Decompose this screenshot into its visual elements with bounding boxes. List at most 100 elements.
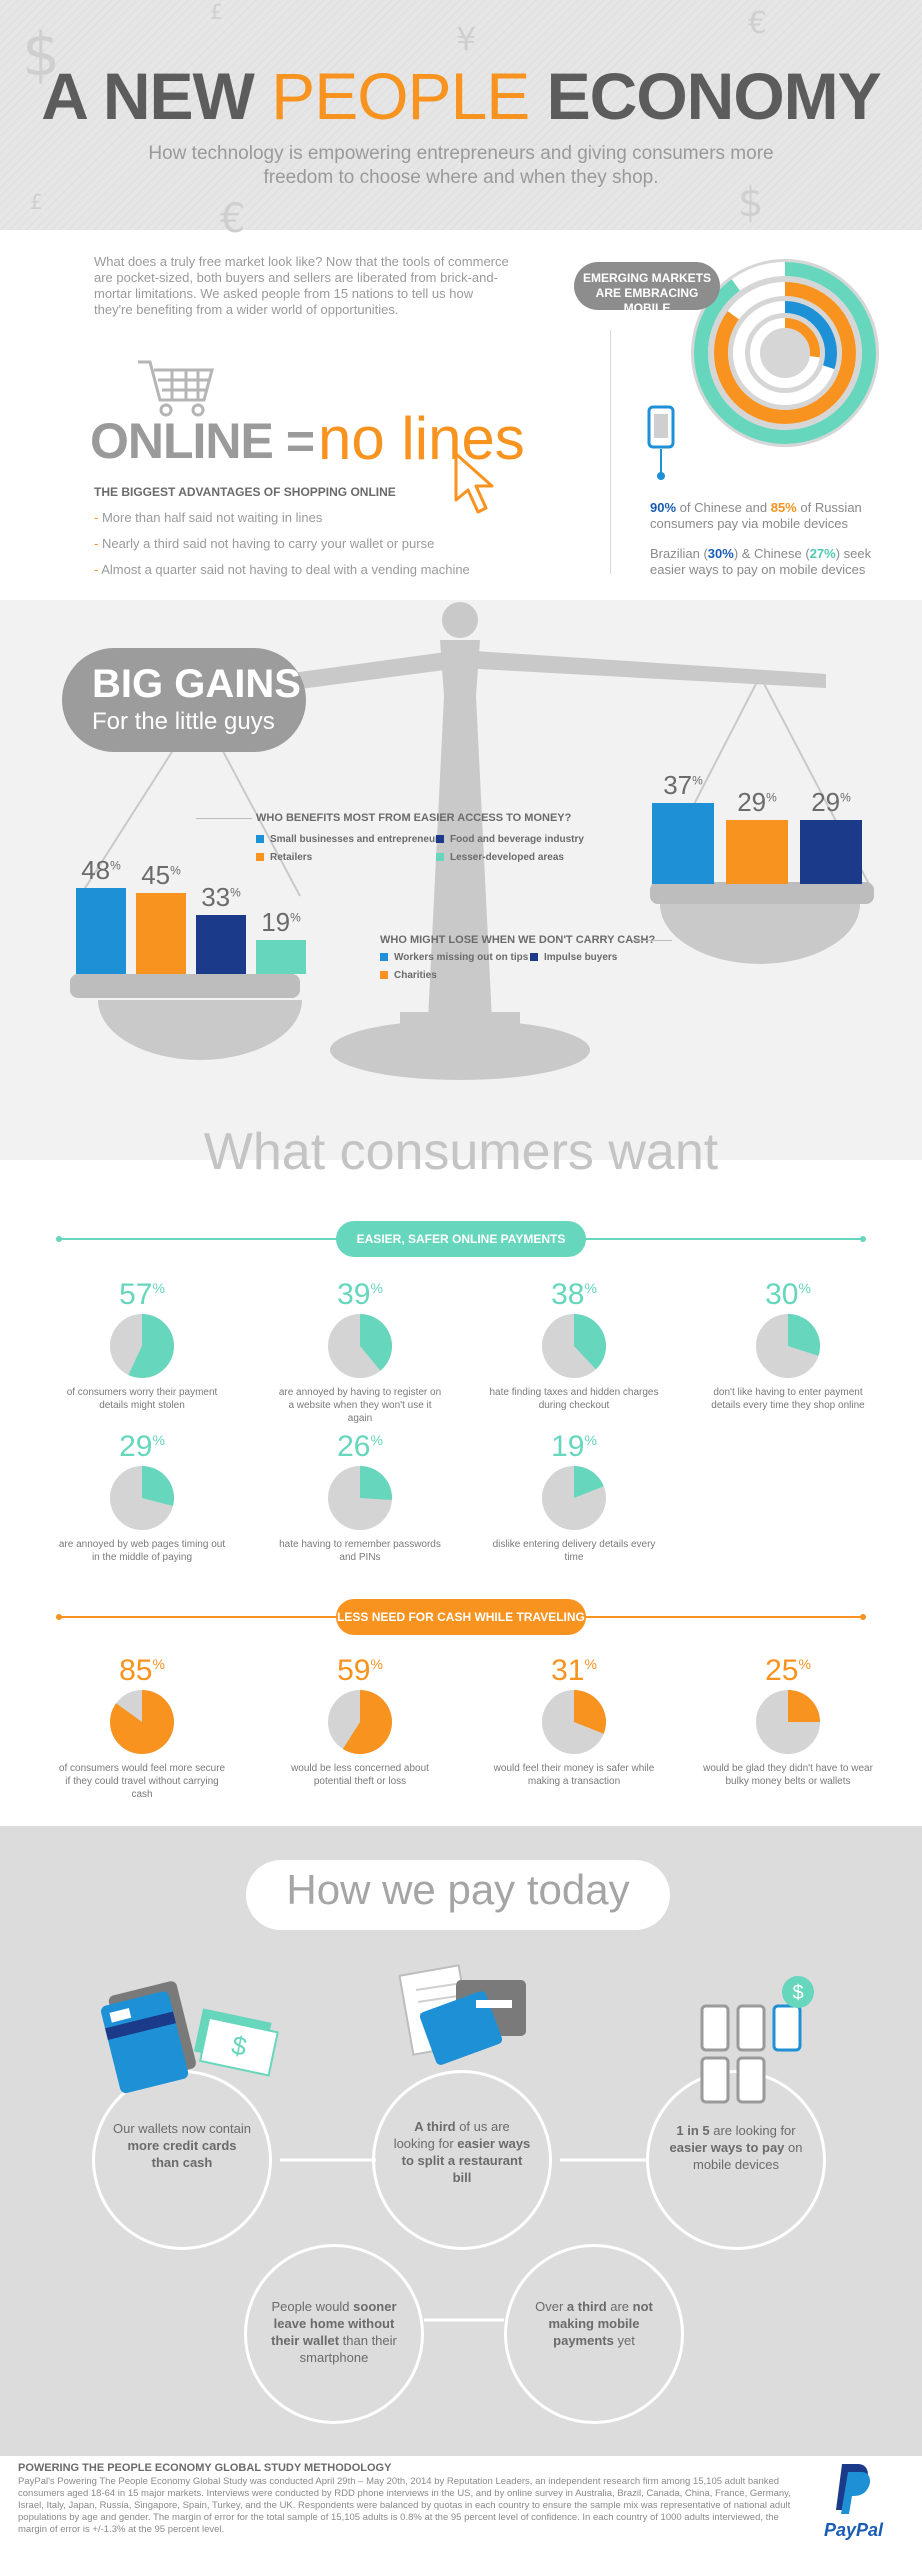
intro-text: What does a truly free market look like?… — [94, 254, 509, 317]
bar-value-label: 48% — [81, 854, 121, 885]
page-title: A NEW PEOPLE ECONOMY — [0, 58, 922, 134]
cursor-arrow-icon — [454, 452, 494, 514]
pie-slice — [360, 1314, 392, 1371]
pie-chart — [110, 1466, 174, 1530]
pie-caption: hate finding taxes and hidden charges du… — [489, 1387, 659, 1411]
pie-percent-label: 29% — [119, 1430, 165, 1463]
legend-question-benefits: WHO BENEFITS MOST FROM EASIER ACCESS TO … — [256, 812, 572, 824]
dollar-symbol-icon: $ — [738, 180, 764, 226]
pay-text-split-bill: A third of us are looking for easier way… — [393, 2119, 531, 2185]
pie-slice — [128, 1314, 174, 1378]
pie-chart — [328, 1314, 392, 1378]
rule-end-dot — [56, 1236, 62, 1242]
legend-item-retailers: Retailers — [256, 852, 312, 863]
bar — [800, 820, 862, 884]
title-part-a-new: A NEW — [41, 59, 255, 133]
dollar-bill-icon: $ — [229, 2029, 250, 2061]
pie-slice — [574, 1466, 604, 1498]
pie-percent-label: 39% — [337, 1278, 383, 1311]
big-gains-title: BIG GAINS — [92, 662, 301, 706]
losers-bar-chart: 37% 29% 29% — [652, 770, 874, 884]
pay-circle-split-bill — [372, 2070, 552, 2250]
rule-end-dot — [860, 1614, 866, 1620]
pie-chart — [110, 1314, 174, 1378]
pie-chart — [328, 1690, 392, 1754]
bar-value-label: 33% — [201, 881, 241, 912]
pie-caption: are annoyed by web pages timing out in t… — [58, 1539, 226, 1563]
bar-value-label: 29% — [811, 787, 851, 818]
pie-percent-label: 85% — [119, 1654, 165, 1687]
pie-percent-label: 31% — [551, 1654, 597, 1687]
pie-slice — [788, 1690, 820, 1722]
pie-percent-label: 19% — [551, 1430, 597, 1463]
bar — [726, 820, 788, 884]
big-gains-subtitle: For the little guys — [92, 708, 275, 735]
pie-chart — [328, 1466, 392, 1530]
ring-arc — [750, 318, 820, 388]
pay-text-not-mobile: Over a third are not making mobile payme… — [535, 2299, 653, 2348]
bar — [652, 802, 714, 884]
bar — [136, 893, 186, 974]
benefits-bar-chart: 48% 45% 33% 19% — [76, 855, 306, 974]
advantage-item: - More than half said not waiting in lin… — [94, 510, 323, 525]
title-part-economy: ECONOMY — [546, 59, 882, 133]
emerging-markets-badge: EMERGING MARKETS ARE EMBRACING MOBILE — [574, 262, 720, 315]
equals-sign: = — [285, 413, 315, 469]
receipt-cards-icon — [398, 1964, 526, 2065]
bar — [76, 887, 126, 974]
legend-item-lesser-developed: Lesser-developed areas — [436, 852, 564, 863]
advantage-item: - Nearly a third said not having to carr… — [94, 536, 435, 551]
page-subtitle: How technology is empowering entrepreneu… — [148, 143, 774, 188]
pie-chart — [756, 1690, 820, 1754]
legend-connector — [196, 818, 252, 819]
bar — [196, 914, 246, 974]
pie-caption: of consumers would feel more secure if t… — [58, 1763, 226, 1800]
mobile-usage-ring-chart — [691, 259, 879, 447]
no-lines-text: no lines — [318, 405, 525, 472]
mobile-devices-icon: $ — [700, 1976, 814, 2104]
bar-value-label: 37% — [663, 769, 703, 800]
pie-chart — [756, 1314, 820, 1378]
pay-text-credit-cards: Our wallets now contain more credit card… — [112, 2121, 251, 2170]
bar — [256, 939, 306, 974]
bar-value-label: 29% — [737, 787, 777, 818]
dollar-coin-icon: $ — [792, 1982, 803, 2004]
pie-chart — [542, 1466, 606, 1530]
pie-caption: don't like having to enter payment detai… — [711, 1387, 865, 1411]
credit-cards-cash-icon: $ — [101, 1981, 279, 2094]
legend-item-small-business: Small businesses and entrepreneurs — [256, 834, 445, 845]
pay-today-title: How we pay today — [286, 1866, 630, 1913]
online-word: ONLINE — [90, 413, 274, 469]
mobile-pay-stat: 90% of Chinese and 85% of Russian consum… — [650, 500, 862, 531]
pie-slice — [110, 1690, 174, 1754]
rule-end-dot — [56, 1614, 62, 1620]
pie-caption: would feel their money is safer while ma… — [493, 1763, 655, 1787]
pie-chart — [110, 1690, 174, 1754]
paypal-brand-name: PayPal — [824, 2520, 884, 2540]
pie-slice — [788, 1314, 820, 1356]
consumers-section-title: What consumers want — [203, 1123, 719, 1181]
pay-circle-smartphone — [244, 2244, 424, 2424]
ring-arc — [714, 282, 856, 424]
pie-caption: would be glad they didn't have to wear b… — [703, 1763, 873, 1787]
pie-caption: hate having to remember passwords and PI… — [279, 1539, 441, 1563]
advantages-heading: THE BIGGEST ADVANTAGES OF SHOPPING ONLIN… — [94, 485, 396, 499]
section-badge-cash-travel: LESS NEED FOR CASH WHILE TRAVELING — [336, 1599, 586, 1635]
bar-value-label: 19% — [261, 906, 301, 937]
pie-caption: dislike entering delivery details every … — [492, 1539, 656, 1563]
pie-percent-label: 38% — [551, 1278, 597, 1311]
balance-scale-graphic — [70, 602, 874, 1080]
section-badge-online-payments: EASIER, SAFER ONLINE PAYMENTS — [336, 1221, 586, 1257]
methodology-heading: POWERING THE PEOPLE ECONOMY GLOBAL STUDY… — [18, 2462, 392, 2474]
legend-question-losers: WHO MIGHT LOSE WHEN WE DON'T CARRY CASH? — [380, 934, 656, 946]
big-gains-badge — [62, 648, 306, 752]
pie-percent-label: 59% — [337, 1654, 383, 1687]
rule-end-dot — [860, 1236, 866, 1242]
pie-percent-label: 57% — [119, 1278, 165, 1311]
pie-caption: are annoyed by having to register on a w… — [278, 1387, 442, 1424]
bar-value-label: 45% — [141, 860, 181, 890]
paypal-logo-icon — [836, 2464, 870, 2514]
ring-arc — [694, 262, 876, 444]
divider-line — [610, 330, 611, 574]
legend-connector — [632, 940, 672, 941]
